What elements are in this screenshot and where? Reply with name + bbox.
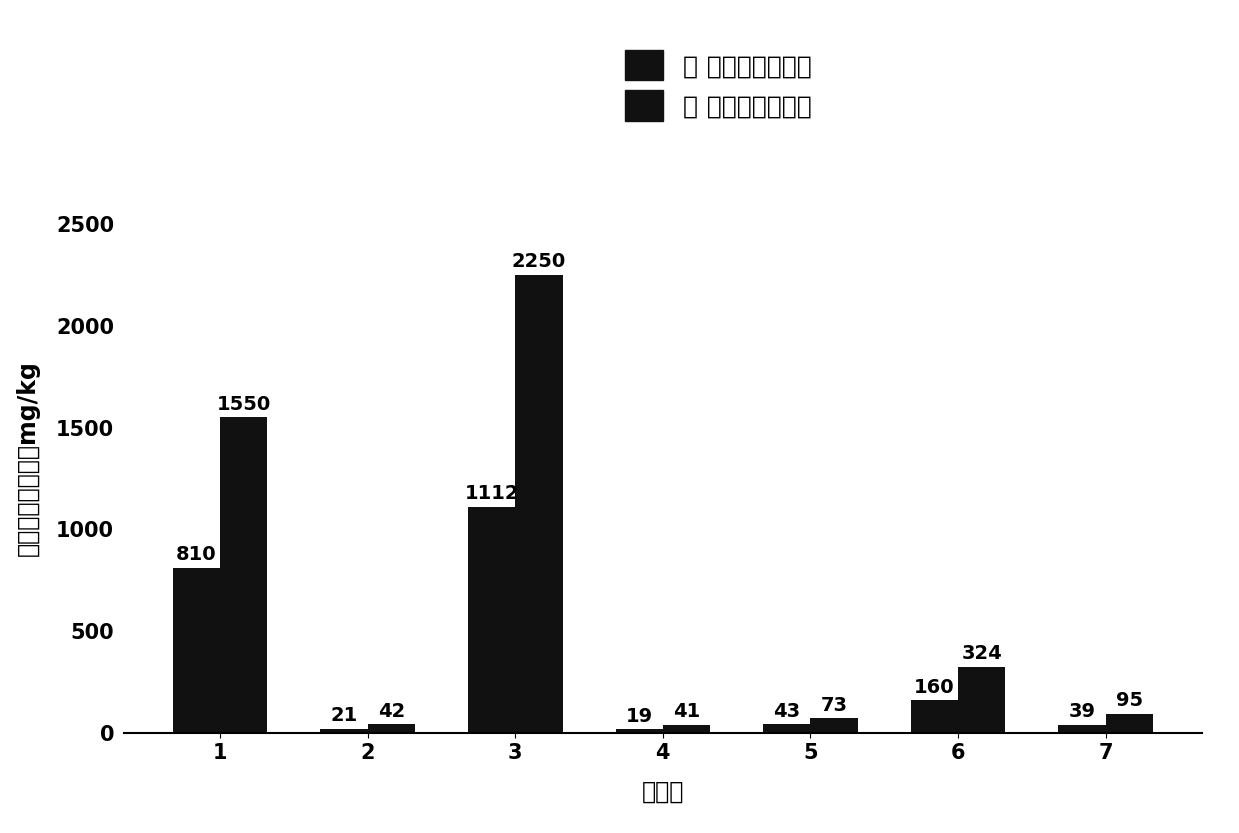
- Text: 39: 39: [1068, 702, 1095, 721]
- Text: 95: 95: [1115, 691, 1142, 710]
- Text: 324: 324: [961, 645, 1002, 663]
- Bar: [515, 275, 563, 733]
- Bar: [616, 729, 663, 733]
- Text: 73: 73: [820, 696, 847, 715]
- Bar: [368, 725, 415, 733]
- Text: 2250: 2250: [512, 252, 566, 272]
- Bar: [763, 724, 810, 733]
- Text: 160: 160: [914, 678, 955, 696]
- Bar: [321, 729, 368, 733]
- Bar: [173, 568, 221, 733]
- Text: 810: 810: [176, 546, 217, 565]
- X-axis label: 样品号: 样品号: [642, 780, 684, 804]
- Text: 1112: 1112: [465, 484, 519, 503]
- Bar: [911, 701, 958, 733]
- Text: 43: 43: [773, 701, 800, 721]
- Bar: [1058, 725, 1105, 733]
- Bar: [958, 667, 1005, 733]
- Text: 1550: 1550: [217, 395, 271, 414]
- Bar: [468, 506, 515, 733]
- Y-axis label: 土壤中石油烃浓度mg/kg: 土壤中石油烃浓度mg/kg: [15, 360, 40, 556]
- Bar: [810, 718, 857, 733]
- Bar: [1105, 714, 1152, 733]
- Text: 41: 41: [673, 702, 700, 721]
- Legend: ： 本发明检测结果, ： 对照例检测结果: ： 本发明检测结果, ： 对照例检测结果: [613, 37, 824, 133]
- Bar: [663, 725, 710, 733]
- Bar: [221, 417, 268, 733]
- Text: 21: 21: [331, 706, 358, 725]
- Text: 19: 19: [626, 706, 653, 726]
- Text: 42: 42: [378, 702, 405, 721]
